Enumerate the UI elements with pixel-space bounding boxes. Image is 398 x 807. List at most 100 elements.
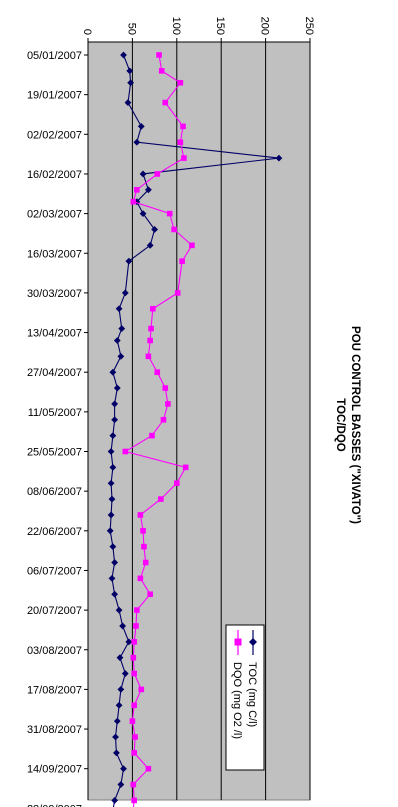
value-tick-label: 250: [303, 17, 315, 35]
category-tick-label: 16/03/2007: [27, 248, 82, 260]
toc-point: [115, 701, 123, 709]
dqo-point: [162, 99, 169, 106]
category-tick-label: 22/06/2007: [27, 526, 82, 538]
toc-point: [127, 79, 135, 87]
toc-point: [119, 622, 127, 630]
dqo-point: [131, 702, 137, 709]
toc-point: [139, 210, 147, 217]
dqo-point: [174, 480, 180, 487]
dqo-point: [171, 226, 177, 233]
dqo-point: [133, 623, 139, 629]
toc-point: [115, 606, 123, 614]
dqo-point: [179, 258, 185, 264]
toc-point: [107, 448, 115, 455]
dqo-point: [138, 686, 145, 693]
dqo-point: [122, 448, 129, 455]
toc-point: [109, 432, 117, 440]
dqo-point: [132, 734, 138, 740]
legend-dqo-label: DQO (mg O2 /l): [231, 662, 243, 739]
category-tick-label: 02/03/2007: [27, 209, 82, 221]
toc-point: [115, 305, 123, 313]
legend-toc-label: TOC (mg C/l): [246, 662, 258, 727]
value-tick-label: 50: [125, 23, 137, 35]
toc-point: [106, 527, 114, 535]
toc-point: [113, 749, 120, 757]
dqo-point: [131, 750, 137, 756]
category-tick-label: 11/05/2007: [28, 407, 82, 419]
toc-point: [117, 781, 125, 788]
category-tick-label: 13/04/2007: [27, 328, 82, 340]
dqo-point: [166, 210, 173, 217]
dqo-point: [130, 654, 137, 661]
toc-point: [151, 226, 158, 233]
category-tick-label: 05/01/2007: [27, 50, 82, 62]
category-tick-label: 25/05/2007: [27, 447, 82, 459]
category-tick-label: 02/02/2007: [27, 129, 82, 141]
dqo-point: [162, 385, 169, 391]
axis-layer: 0 50 100 150 200 250 05/01/2007 19/01/2007 02/02…: [27, 17, 315, 807]
category-tick-label: 28/09/2007: [27, 803, 82, 807]
toc-point: [107, 479, 115, 487]
dqo-point: [131, 797, 137, 804]
toc-point: [133, 138, 141, 146]
toc-point: [109, 463, 117, 471]
toc-point: [139, 170, 147, 178]
toc-point: [125, 638, 133, 646]
dqo-point: [130, 781, 137, 788]
dqo-point: [129, 718, 136, 724]
dqo-point: [147, 337, 153, 344]
dqo-point: [149, 432, 155, 439]
toc-point: [109, 543, 117, 551]
legend-box: [225, 624, 265, 771]
category-tick-label: 16/02/2007: [27, 169, 82, 181]
dqo-point: [165, 401, 171, 407]
toc-point: [111, 400, 119, 408]
toc-point: [113, 384, 121, 392]
dqo-point: [182, 464, 189, 471]
toc-point: [126, 67, 134, 75]
chart-title-line2: TOC/DQO: [334, 398, 346, 452]
category-tick-label: 20/07/2007: [27, 605, 82, 617]
dqo-point: [174, 290, 181, 296]
category-tick-label: 03/08/2007: [27, 645, 82, 657]
dqo-point: [145, 353, 152, 360]
toc-point: [113, 337, 121, 344]
legend-toc-marker: [249, 638, 257, 646]
dqo-point: [158, 68, 165, 74]
dqo-point: [147, 591, 153, 598]
category-tick-label: 08/06/2007: [27, 486, 82, 498]
category-tick-label: 31/08/2007: [27, 724, 82, 736]
dqo-point: [148, 325, 154, 332]
toc-point: [111, 590, 119, 598]
dqo-point: [150, 305, 156, 312]
category-tick-label: 19/01/2007: [27, 90, 82, 102]
toc-point: [111, 416, 119, 424]
dqo-point: [131, 639, 137, 645]
dqo-point: [156, 52, 162, 58]
category-tick-label: 30/03/2007: [27, 288, 82, 300]
toc-point: [111, 797, 119, 804]
toc-point: [146, 241, 154, 249]
toc-point: [124, 99, 132, 106]
dqo-point: [160, 416, 167, 423]
chart-title-line1: POU CONTROL BASSES ("XIVATO"): [349, 326, 361, 524]
dqo-point: [158, 496, 164, 502]
dqo-point: [134, 607, 140, 613]
dqo-point: [189, 242, 195, 249]
dqo-point: [137, 512, 144, 518]
toc-point: [121, 670, 129, 677]
dqo-point: [145, 765, 152, 772]
toc-point: [120, 51, 127, 59]
dqo-point: [154, 171, 161, 177]
dqo-point: [154, 369, 161, 375]
dqo-point: [131, 670, 137, 677]
dqo-point: [140, 528, 146, 534]
dqo-point: [181, 155, 187, 161]
category-tick-label: 17/08/2007: [27, 684, 82, 696]
value-tick-label: 150: [214, 17, 226, 35]
value-tick-label: 0: [81, 29, 93, 35]
toc-point: [125, 257, 133, 265]
value-tick-label: 200: [259, 17, 271, 35]
